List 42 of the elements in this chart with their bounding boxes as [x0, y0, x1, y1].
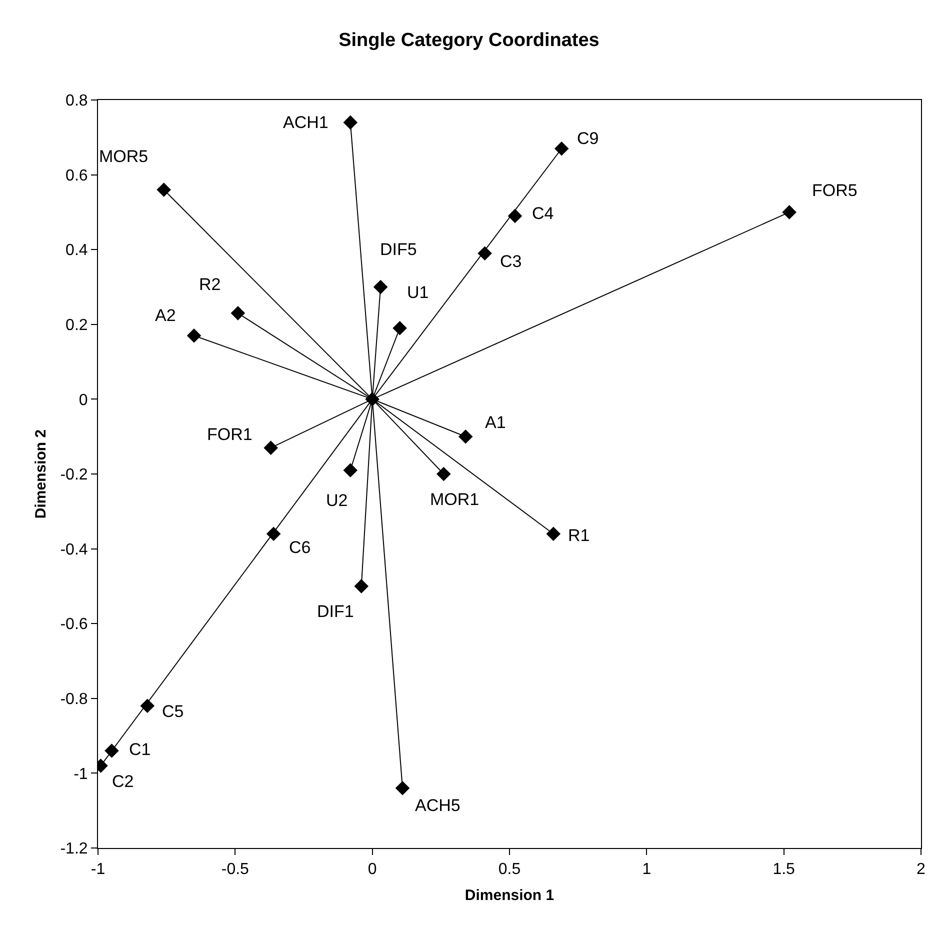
- y-tick-label: 0.8: [66, 92, 88, 110]
- x-tick-label: 1: [642, 861, 652, 878]
- y-tick-label: -0.2: [60, 466, 88, 484]
- annotation: C4: [532, 204, 554, 223]
- x-tick-label: -0.5: [221, 861, 250, 878]
- y-tick-label: 0: [78, 392, 88, 409]
- annotation: C9: [577, 129, 599, 148]
- y-tick-label: 0.2: [66, 317, 88, 334]
- annotation: C3: [500, 252, 522, 271]
- annotation: MOR5: [99, 147, 148, 166]
- chart-title: Single Category Coordinates: [338, 30, 600, 52]
- y-tick-label: 0.6: [66, 167, 88, 184]
- y-tick-label: 0.4: [66, 242, 88, 260]
- x-tick-label: -1: [90, 861, 106, 878]
- annotation: C6: [289, 538, 311, 557]
- annotation: MOR1: [430, 490, 480, 509]
- y-tick-label: -1: [74, 766, 88, 783]
- x-tick-label: 1.5: [772, 861, 796, 878]
- y-tick-label: -0.8: [60, 691, 88, 708]
- annotation: A1: [485, 413, 506, 432]
- x-tick-label: 0: [368, 861, 377, 878]
- annotation: C2: [112, 772, 134, 791]
- annotation: FOR5: [812, 181, 858, 200]
- annotation: R1: [568, 526, 590, 545]
- annotation: A2: [155, 306, 176, 325]
- y-axis-title: Dimension 2: [32, 429, 50, 519]
- x-axis-title: Dimension 1: [464, 887, 554, 904]
- annotation: FOR1: [207, 425, 252, 444]
- y-tick-label: -0.6: [60, 616, 88, 634]
- y-tick-label: -1.2: [60, 840, 88, 858]
- annotation: U2: [326, 491, 348, 510]
- annotation: ACH5: [415, 796, 460, 815]
- annotation: C5: [162, 702, 184, 721]
- x-tick-label: 0.5: [498, 861, 521, 878]
- x-tick-label: 2: [916, 861, 926, 878]
- annotation: DIF5: [380, 240, 417, 259]
- annotation: C1: [129, 740, 151, 759]
- annotation: R2: [199, 275, 221, 294]
- annotation: U1: [407, 283, 429, 302]
- y-tick-label: -0.4: [60, 541, 88, 558]
- annotation: DIF1: [317, 602, 354, 621]
- annotation: ACH1: [283, 113, 328, 132]
